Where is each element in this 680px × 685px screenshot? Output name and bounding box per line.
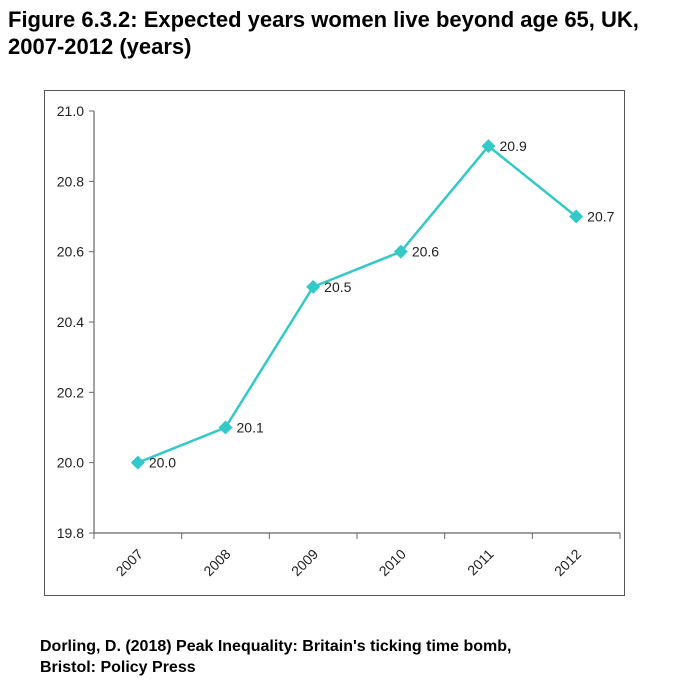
data-label: 20.1 [237,420,264,436]
data-point-marker [218,420,233,435]
series-line [137,144,577,464]
data-point-marker [569,209,584,224]
data-point-marker [481,139,496,154]
x-tick-label: 2008 [200,546,233,579]
data-label: 20.9 [500,138,527,154]
y-tick-label: 20.2 [57,384,84,400]
source-line-1: Dorling, D. (2018) Peak Inequality: Brit… [40,638,512,655]
source-citation: Dorling, D. (2018) Peak Inequality: Brit… [40,636,511,678]
y-tick-label: 20.8 [57,173,84,189]
data-point-marker [306,279,321,294]
x-tick-label: 2007 [113,546,146,579]
chart-title: Figure 6.3.2: Expected years women live … [8,7,639,59]
data-label: 20.6 [412,244,439,260]
data-label: 20.0 [149,455,176,471]
x-tick-label: 2012 [551,546,584,579]
y-tick-label: 20.6 [57,244,84,260]
x-tick-label: 2010 [376,546,409,579]
chart-frame [44,90,625,596]
y-tick-label: 20.4 [57,314,84,330]
x-tick-label: 2011 [464,546,497,579]
y-tick-label: 21.0 [57,103,84,119]
y-tick-label: 20.0 [57,455,84,471]
y-tick-label: 19.8 [57,525,84,541]
data-label: 20.7 [587,209,614,225]
data-point-marker [130,455,145,470]
data-label: 20.5 [324,279,351,295]
x-tick-label: 2009 [288,546,321,579]
data-point-marker [393,244,408,259]
source-line-2: Bristol: Policy Press [40,659,196,676]
